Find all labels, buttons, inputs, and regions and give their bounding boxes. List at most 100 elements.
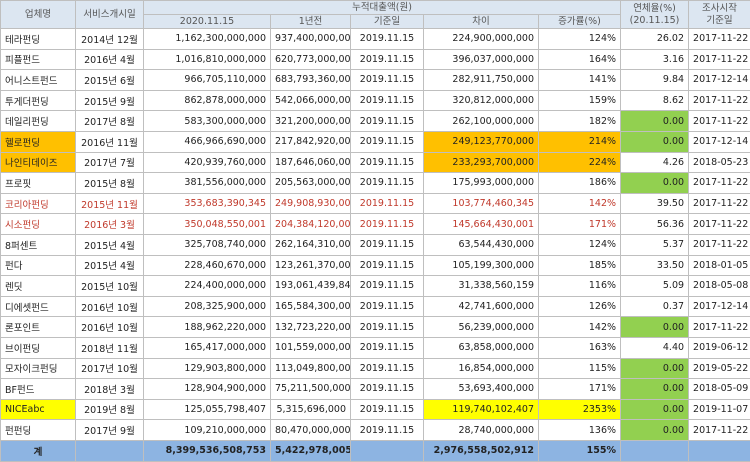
table-cell: 321,200,000,000 [270, 110, 351, 132]
table-cell: 63,544,430,000 [423, 233, 539, 256]
table-cell: 5,315,696,000 [270, 398, 351, 421]
table-cell: 2019.11.15 [350, 378, 424, 400]
table-cell: 123,261,370,000 [270, 254, 351, 277]
table-cell: 2019.11.15 [350, 336, 424, 359]
table-cell: 2019.11.15 [350, 254, 424, 277]
table-row: 나인티데이즈 2017년 7월 420,939,760,000 187,646,060… [0, 151, 750, 174]
table-cell: 투게더펀딩 [0, 89, 76, 112]
table-cell: 205,563,000,000 [270, 172, 351, 194]
table-cell: 2016년 4월 [75, 48, 144, 71]
table-cell: 0.00 [620, 419, 690, 441]
total-cell [620, 439, 690, 462]
table-row: 디에셋펀드 2016년 10월 208,325,900,000 165,584,300… [0, 295, 750, 318]
table-cell: 249,123,770,000 [423, 130, 539, 153]
table-cell: 2015년 4월 [75, 233, 144, 256]
table-row: 렌딧 2015년 10월 224,400,000,000 193,061,439,84… [0, 275, 750, 297]
table-cell: 75,211,500,000 [270, 378, 351, 400]
header-text: 기준일 [706, 14, 733, 26]
table-cell: 262,164,310,000 [270, 233, 351, 256]
table-cell: 0.00 [620, 398, 690, 421]
table-cell: 188,962,220,000 [143, 316, 271, 338]
table-cell: 2017-11-22 [688, 233, 750, 256]
table-cell: 2019.11.15 [350, 213, 424, 235]
table-cell: 63,858,000,000 [423, 336, 539, 359]
table-cell: 42,741,600,000 [423, 295, 539, 318]
table-cell: 4.40 [620, 336, 690, 359]
table-cell: 187,646,060,000 [270, 151, 351, 174]
table-cell: 132,723,220,000 [270, 316, 351, 338]
table-cell: 2019.11.15 [350, 151, 424, 174]
table-cell: 126% [537, 295, 622, 318]
table-cell: NICEabc [0, 398, 76, 421]
table-cell: 1,162,300,000,000 [143, 28, 271, 50]
table-cell: 2019년 8월 [75, 398, 144, 421]
table-cell: 262,100,000,000 [423, 110, 539, 132]
table-cell: 0.00 [620, 172, 690, 194]
table-cell: 2016년 11월 [75, 130, 144, 153]
total-cell [75, 439, 144, 462]
table-cell: 224,400,000,000 [143, 275, 271, 297]
table-cell: 542,066,000,000 [270, 89, 351, 112]
table-cell: 2017-11-22 [688, 28, 750, 50]
table-cell: 2017년 8월 [75, 110, 144, 132]
table-cell: 2019.11.15 [350, 69, 424, 91]
table-cell: 224% [537, 151, 622, 174]
table-cell: 2015년 10월 [75, 275, 144, 297]
table-cell: 80,470,000,000 [270, 419, 351, 441]
table-cell: 0.37 [620, 295, 690, 318]
table-cell: 2015년 8월 [75, 172, 144, 194]
table-cell: 2019.11.15 [350, 398, 424, 421]
table-cell: 2019.11.15 [350, 192, 424, 215]
table-cell: 2019-06-12 [688, 336, 750, 359]
table-cell: 56.36 [620, 213, 690, 235]
table-cell: 2014년 12월 [75, 28, 144, 50]
table-cell: 115% [537, 357, 622, 380]
table-cell: 2017-11-22 [688, 48, 750, 71]
table-cell: 182% [537, 110, 622, 132]
table-cell: 583,300,000,000 [143, 110, 271, 132]
table-cell: 0.00 [620, 378, 690, 400]
table-row: 투게더펀딩 2015년 9월 862,878,000,000 542,066,000,… [0, 89, 750, 112]
table-cell: 2019.11.15 [350, 89, 424, 112]
table-cell: 2017-11-22 [688, 192, 750, 215]
table-cell: 1,016,810,000,000 [143, 48, 271, 71]
table-cell: 4.26 [620, 151, 690, 174]
table-row: 테라펀딩 2014년 12월 1,162,300,000,000 937,400,00… [0, 28, 750, 50]
table-cell: 214% [537, 130, 622, 153]
table-cell: 2017년 9월 [75, 419, 144, 441]
table-cell: 2016년 10월 [75, 316, 144, 338]
table-row: 브이펀딩 2018년 11월 165,417,000,000 101,559,000,… [0, 336, 750, 359]
table-cell: 105,199,300,000 [423, 254, 539, 277]
table-cell: 193,061,439,841 [270, 275, 351, 297]
table-row: 어니스트펀드 2015년 6월 966,705,110,000 683,793,360… [0, 69, 750, 91]
table-body: 테라펀딩 2014년 12월 1,162,300,000,000 937,400,00… [0, 28, 750, 462]
table-cell: 2019-05-22 [688, 357, 750, 380]
table-cell: 2017-11-22 [688, 419, 750, 441]
table-cell: 프로핏 [0, 172, 76, 194]
table-cell: 데일리펀딩 [0, 110, 76, 132]
table-cell: 2017-11-22 [688, 316, 750, 338]
table-cell: 2017-11-22 [688, 89, 750, 112]
header-row: 업체명 서비스개시일 누적대출액(원) 연체율(%) (20.11.15) 조사시… [0, 0, 750, 29]
table-cell: 2015년 6월 [75, 69, 144, 91]
header-cell: 서비스개시일 [75, 0, 144, 29]
total-cell [350, 439, 424, 462]
table-row: BF펀드 2018년 3월 128,904,900,000 75,211,500,00… [0, 378, 750, 400]
table-cell: 2019.11.15 [350, 130, 424, 153]
table-cell: 2015년 9월 [75, 89, 144, 112]
header-cell: 조사시작 기준일 [688, 0, 750, 29]
table-row: 펀다 2015년 4월 228,460,670,000 123,261,370,000… [0, 254, 750, 277]
table-cell: 2019.11.15 [350, 357, 424, 380]
table-cell: 2019.11.15 [350, 419, 424, 441]
table-cell: 2018년 3월 [75, 378, 144, 400]
table-cell: 381,556,000,000 [143, 172, 271, 194]
table-cell: 2019.11.15 [350, 233, 424, 256]
table-cell: 시소펀딩 [0, 213, 76, 235]
table-cell: 420,939,760,000 [143, 151, 271, 174]
header-cell: 1년전 [270, 14, 351, 29]
table-cell: 피플펀드 [0, 48, 76, 71]
table-row: NICEabc 2019년 8월 125,055,798,407 5,315,696,… [0, 398, 750, 421]
table-cell: 31,338,560,159 [423, 275, 539, 297]
